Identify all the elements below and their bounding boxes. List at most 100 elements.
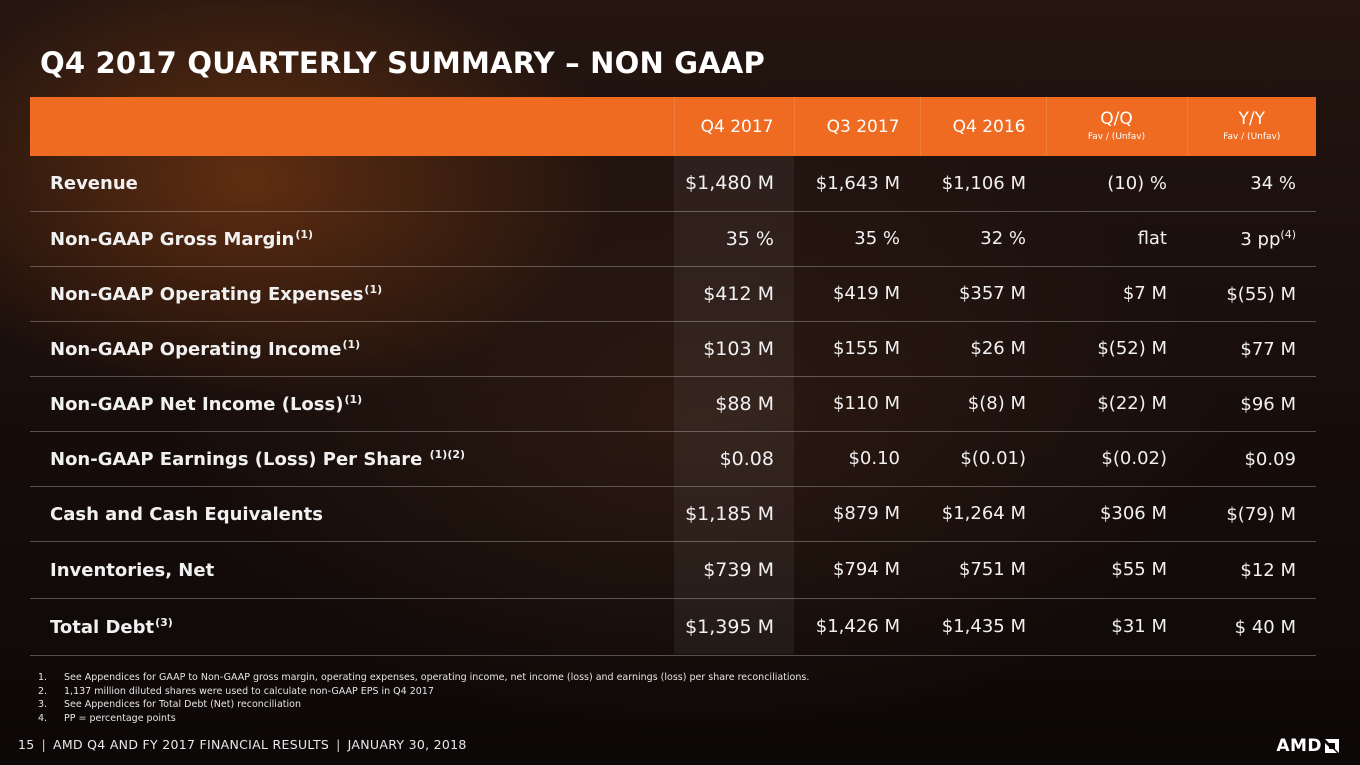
cell-q4-2017: $103 M (703, 337, 774, 360)
row-label: Inventories, Net (30, 541, 674, 598)
table-row: Non-GAAP Net Income (Loss)(1) $88 M $110… (30, 376, 1316, 431)
footnote-number: 2. (38, 685, 48, 697)
cell-q4-2017: $1,185 M (685, 502, 774, 525)
cell-q4-2016: 32 % (980, 228, 1026, 249)
footnote-number: 4. (38, 712, 48, 724)
row-label-footnote: (3) (155, 615, 173, 629)
cell-qq: (10) % (1107, 172, 1167, 194)
header-yy-sub: Fav / (Unfav) (1223, 132, 1281, 143)
footnote-number: 3. (38, 699, 48, 711)
row-label-text: Non-GAAP Operating Expenses (50, 283, 364, 305)
footnote: 3. See Appendices for Total Debt (Net) re… (38, 698, 809, 712)
footnote-text: PP = percentage points (64, 712, 176, 724)
table-row: Revenue $1,480 M $1,643 M $1,106 M (10) … (30, 156, 1316, 211)
cell-yy: $ 40 M (1187, 598, 1316, 655)
cell-yy-value: $ 40 M (1234, 616, 1296, 638)
row-label-footnote: (1)(2) (429, 447, 466, 461)
cell-q4-2016: $26 M (970, 338, 1026, 359)
row-label-footnote: (1) (295, 227, 314, 241)
cell-q3-2017: $155 M (832, 338, 900, 359)
cell-q4-2016: $(0.01) (960, 448, 1026, 469)
cell-q4-2016: $357 M (958, 283, 1026, 304)
footer-date: JANUARY 30, 2018 (347, 737, 467, 752)
row-label-text: Inventories, Net (50, 559, 215, 581)
cell-qq: $(52) M (1097, 338, 1167, 359)
row-label-text: Non-GAAP Operating Income (50, 338, 342, 360)
cell-q4-2017: 35 % (725, 227, 774, 250)
footnote-text: 1,137 million diluted shares were used t… (64, 685, 434, 697)
cell-yy: $(55) M (1187, 266, 1316, 321)
row-label: Revenue (30, 156, 674, 211)
cell-qq: $31 M (1111, 616, 1167, 637)
table-row: Non-GAAP Gross Margin(1) 35 % 35 % 32 % … (30, 211, 1316, 266)
cell-q4-2016: $1,106 M (941, 172, 1026, 194)
header-qq-label: Q/Q (1100, 108, 1133, 129)
cell-qq: $(0.02) (1101, 448, 1167, 469)
footnote: 4. PP = percentage points (38, 712, 809, 726)
cell-yy-value: $(79) M (1226, 503, 1296, 525)
cell-yy-footnote: (4) (1280, 227, 1296, 241)
row-label-text: Revenue (50, 173, 138, 195)
header-qq: Q/Q Fav / (Unfav) (1046, 97, 1188, 156)
slide-footer: 15 | AMD Q4 AND FY 2017 FINANCIAL RESULT… (18, 737, 467, 752)
cell-q4-2016: $1,264 M (941, 503, 1026, 524)
cell-q3-2017: $1,643 M (815, 172, 900, 194)
row-label: Non-GAAP Net Income (Loss)(1) (30, 376, 674, 431)
row-label-text: Cash and Cash Equivalents (50, 503, 323, 525)
table-row: Inventories, Net $739 M $794 M $751 M $5… (30, 541, 1316, 598)
row-label: Non-GAAP Operating Expenses(1) (30, 266, 674, 321)
cell-q3-2017: $419 M (832, 283, 900, 304)
page-title: Q4 2017 QUARTERLY SUMMARY – NON GAAP (40, 46, 765, 80)
cell-yy: 3 pp(4) (1187, 211, 1316, 266)
cell-q3-2017: $110 M (832, 393, 900, 414)
amd-logo: AMD (1276, 736, 1340, 756)
cell-yy-value: $96 M (1240, 393, 1296, 415)
cell-q4-2017: $739 M (703, 558, 774, 581)
cell-q3-2017: $879 M (832, 503, 900, 524)
cell-qq: $55 M (1111, 559, 1167, 580)
cell-q4-2017: $412 M (703, 282, 774, 305)
cell-yy: 34 % (1187, 156, 1316, 211)
header-yy: Y/Y Fav / (Unfav) (1187, 97, 1316, 156)
table-header: Q4 2017 Q3 2017 Q4 2016 Q/Q Fav / (Unfav… (30, 97, 1316, 156)
table-row: Total Debt(3) $1,395 M $1,426 M $1,435 M… (30, 598, 1316, 655)
cell-q4-2017: $0.08 (719, 447, 774, 470)
row-label: Non-GAAP Earnings (Loss) Per Share (1)(2… (30, 431, 674, 486)
row-label: Total Debt(3) (30, 598, 674, 655)
cell-q3-2017: 35 % (854, 228, 900, 249)
cell-q4-2017: $1,480 M (685, 172, 774, 195)
footer-title: AMD Q4 AND FY 2017 FINANCIAL RESULTS (53, 737, 330, 752)
row-label-footnote: (1) (344, 392, 363, 406)
row-label-text: Non-GAAP Net Income (Loss) (50, 393, 344, 415)
cell-q4-2017: $1,395 M (685, 615, 774, 638)
cell-yy-value: $(55) M (1226, 283, 1296, 305)
row-label: Cash and Cash Equivalents (30, 486, 674, 541)
header-row: Q4 2017 Q3 2017 Q4 2016 Q/Q Fav / (Unfav… (30, 97, 1316, 156)
cell-q4-2016: $(8) M (967, 393, 1026, 414)
header-label (30, 97, 675, 156)
table-row: Non-GAAP Operating Income(1) $103 M $155… (30, 321, 1316, 376)
row-label-footnote: (1) (364, 282, 383, 296)
cell-yy-value: 3 pp (1240, 228, 1281, 250)
cell-q3-2017: $1,426 M (815, 616, 900, 637)
cell-yy: $0.09 (1187, 431, 1316, 486)
cell-q4-2016: $751 M (958, 559, 1026, 580)
cell-yy-value: $12 M (1240, 559, 1296, 581)
footer-separator: | (336, 737, 341, 752)
table-row: Non-GAAP Earnings (Loss) Per Share (1)(2… (30, 431, 1316, 486)
cell-yy: $96 M (1187, 376, 1316, 431)
summary-table: Q4 2017 Q3 2017 Q4 2016 Q/Q Fav / (Unfav… (30, 97, 1316, 656)
page-number: 15 (18, 737, 35, 752)
header-q3-2017: Q3 2017 (794, 97, 921, 156)
cell-yy: $(79) M (1187, 486, 1316, 541)
table-body: Revenue $1,480 M $1,643 M $1,106 M (10) … (30, 156, 1316, 655)
cell-yy-value: 34 % (1250, 173, 1296, 195)
amd-wordmark: AMD (1276, 736, 1322, 756)
cell-yy: $77 M (1187, 321, 1316, 376)
cell-q4-2016: $1,435 M (941, 616, 1026, 637)
cell-q3-2017: $794 M (832, 559, 900, 580)
table-row: Non-GAAP Operating Expenses(1) $412 M $4… (30, 266, 1316, 321)
cell-qq: $(22) M (1097, 393, 1167, 414)
footnote-number: 1. (38, 672, 48, 683)
footnote-text: See Appendices for Total Debt (Net) reco… (64, 699, 301, 711)
